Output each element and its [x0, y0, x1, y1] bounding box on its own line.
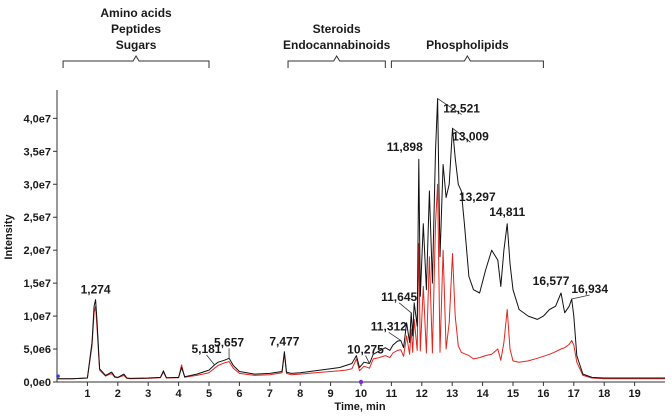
markers [56, 374, 364, 385]
series-layer [57, 98, 665, 380]
peak-label: 7,477 [269, 335, 299, 349]
peak-label: 16,577 [533, 274, 570, 288]
x-tick-label: 2 [115, 388, 121, 400]
x-tick-label: 6 [236, 388, 242, 400]
peak-label: 13,009 [452, 129, 489, 143]
peak-label: 13,297 [459, 190, 496, 204]
annotation-leader [206, 354, 215, 366]
annotation-leader [437, 98, 462, 115]
group-label: Sugars [116, 38, 157, 52]
y-tick-label: 1,0e7 [23, 311, 51, 323]
group-bracket [390, 55, 544, 68]
x-tick-label: 13 [446, 388, 458, 400]
x-tick-label: 11 [386, 388, 398, 400]
group-label: Amino acids [100, 6, 172, 20]
group-bracket [287, 55, 386, 68]
peak-label: 16,934 [571, 282, 608, 296]
y-tick-label: 2,5e7 [23, 212, 51, 224]
x-tick-label: 7 [267, 388, 273, 400]
x-tick-label: 17 [568, 388, 580, 400]
axis-marker [56, 374, 60, 378]
group-label: Steroids [313, 22, 361, 36]
x-axis-title: Time, min [334, 401, 385, 413]
y-tick-label: 4,0e7 [23, 113, 51, 125]
y-tick-label: 3,5e7 [23, 146, 51, 158]
y-axis-title: Intensity [3, 214, 15, 260]
group-brackets: Amino acids Peptides Sugars Steroids Endocan… [62, 6, 544, 68]
peak-label: 11,898 [387, 140, 423, 154]
x-tick-label: 4 [176, 388, 183, 400]
x-tick-label: 12 [416, 388, 428, 400]
series-line-black [57, 98, 665, 380]
group-label: Endocannabinoids [283, 38, 391, 52]
annotation-leader [388, 332, 402, 341]
x-tick-label: 15 [507, 388, 519, 400]
y-tick-label: 3,0e7 [23, 179, 51, 191]
group-label: Phospholipids [426, 38, 509, 52]
annotation-leader [571, 294, 590, 300]
axis-marker [358, 379, 364, 385]
annotation-leader [452, 127, 471, 143]
peak-label: 11,645 [381, 290, 417, 304]
x-tick-label: 5 [206, 388, 212, 400]
peak-label: 11,312 [371, 319, 407, 333]
group-bracket [62, 55, 210, 68]
y-tick-label: 5,0e6 [23, 344, 51, 356]
axes [56, 90, 665, 383]
x-tick-label: 1 [84, 388, 90, 400]
annotation-leader [365, 355, 370, 364]
x-tick-label: 18 [598, 388, 610, 400]
x-tick-label: 16 [537, 388, 549, 400]
peak-label: 5,657 [214, 335, 244, 349]
x-tick-label: 3 [145, 388, 151, 400]
x-tick-label: 19 [628, 388, 640, 400]
y-tick-label: 2,0e7 [23, 245, 51, 257]
peak-label: 1,274 [81, 283, 111, 297]
x-tick-label: 9 [328, 388, 334, 400]
peak-label: 14,811 [489, 205, 525, 219]
peak-label: 5,181 [191, 342, 221, 356]
group-label: Peptides [111, 22, 161, 36]
peak-label: 12,521 [443, 102, 480, 116]
x-tick-label: 8 [297, 388, 303, 400]
y-tick-label: 1,5e7 [23, 278, 51, 290]
peak-label: 10,275 [347, 343, 384, 357]
axis-ticks: 1 2 3 4 5 6 7 8 9 10 11 12 13 14 15 16 17 18 190,0e05,0e61… [23, 113, 640, 400]
x-tick-label: 10 [355, 388, 367, 400]
y-tick-label: 0,0e0 [23, 377, 51, 389]
x-tick-label: 14 [476, 388, 489, 400]
annotation-leader [398, 302, 412, 314]
